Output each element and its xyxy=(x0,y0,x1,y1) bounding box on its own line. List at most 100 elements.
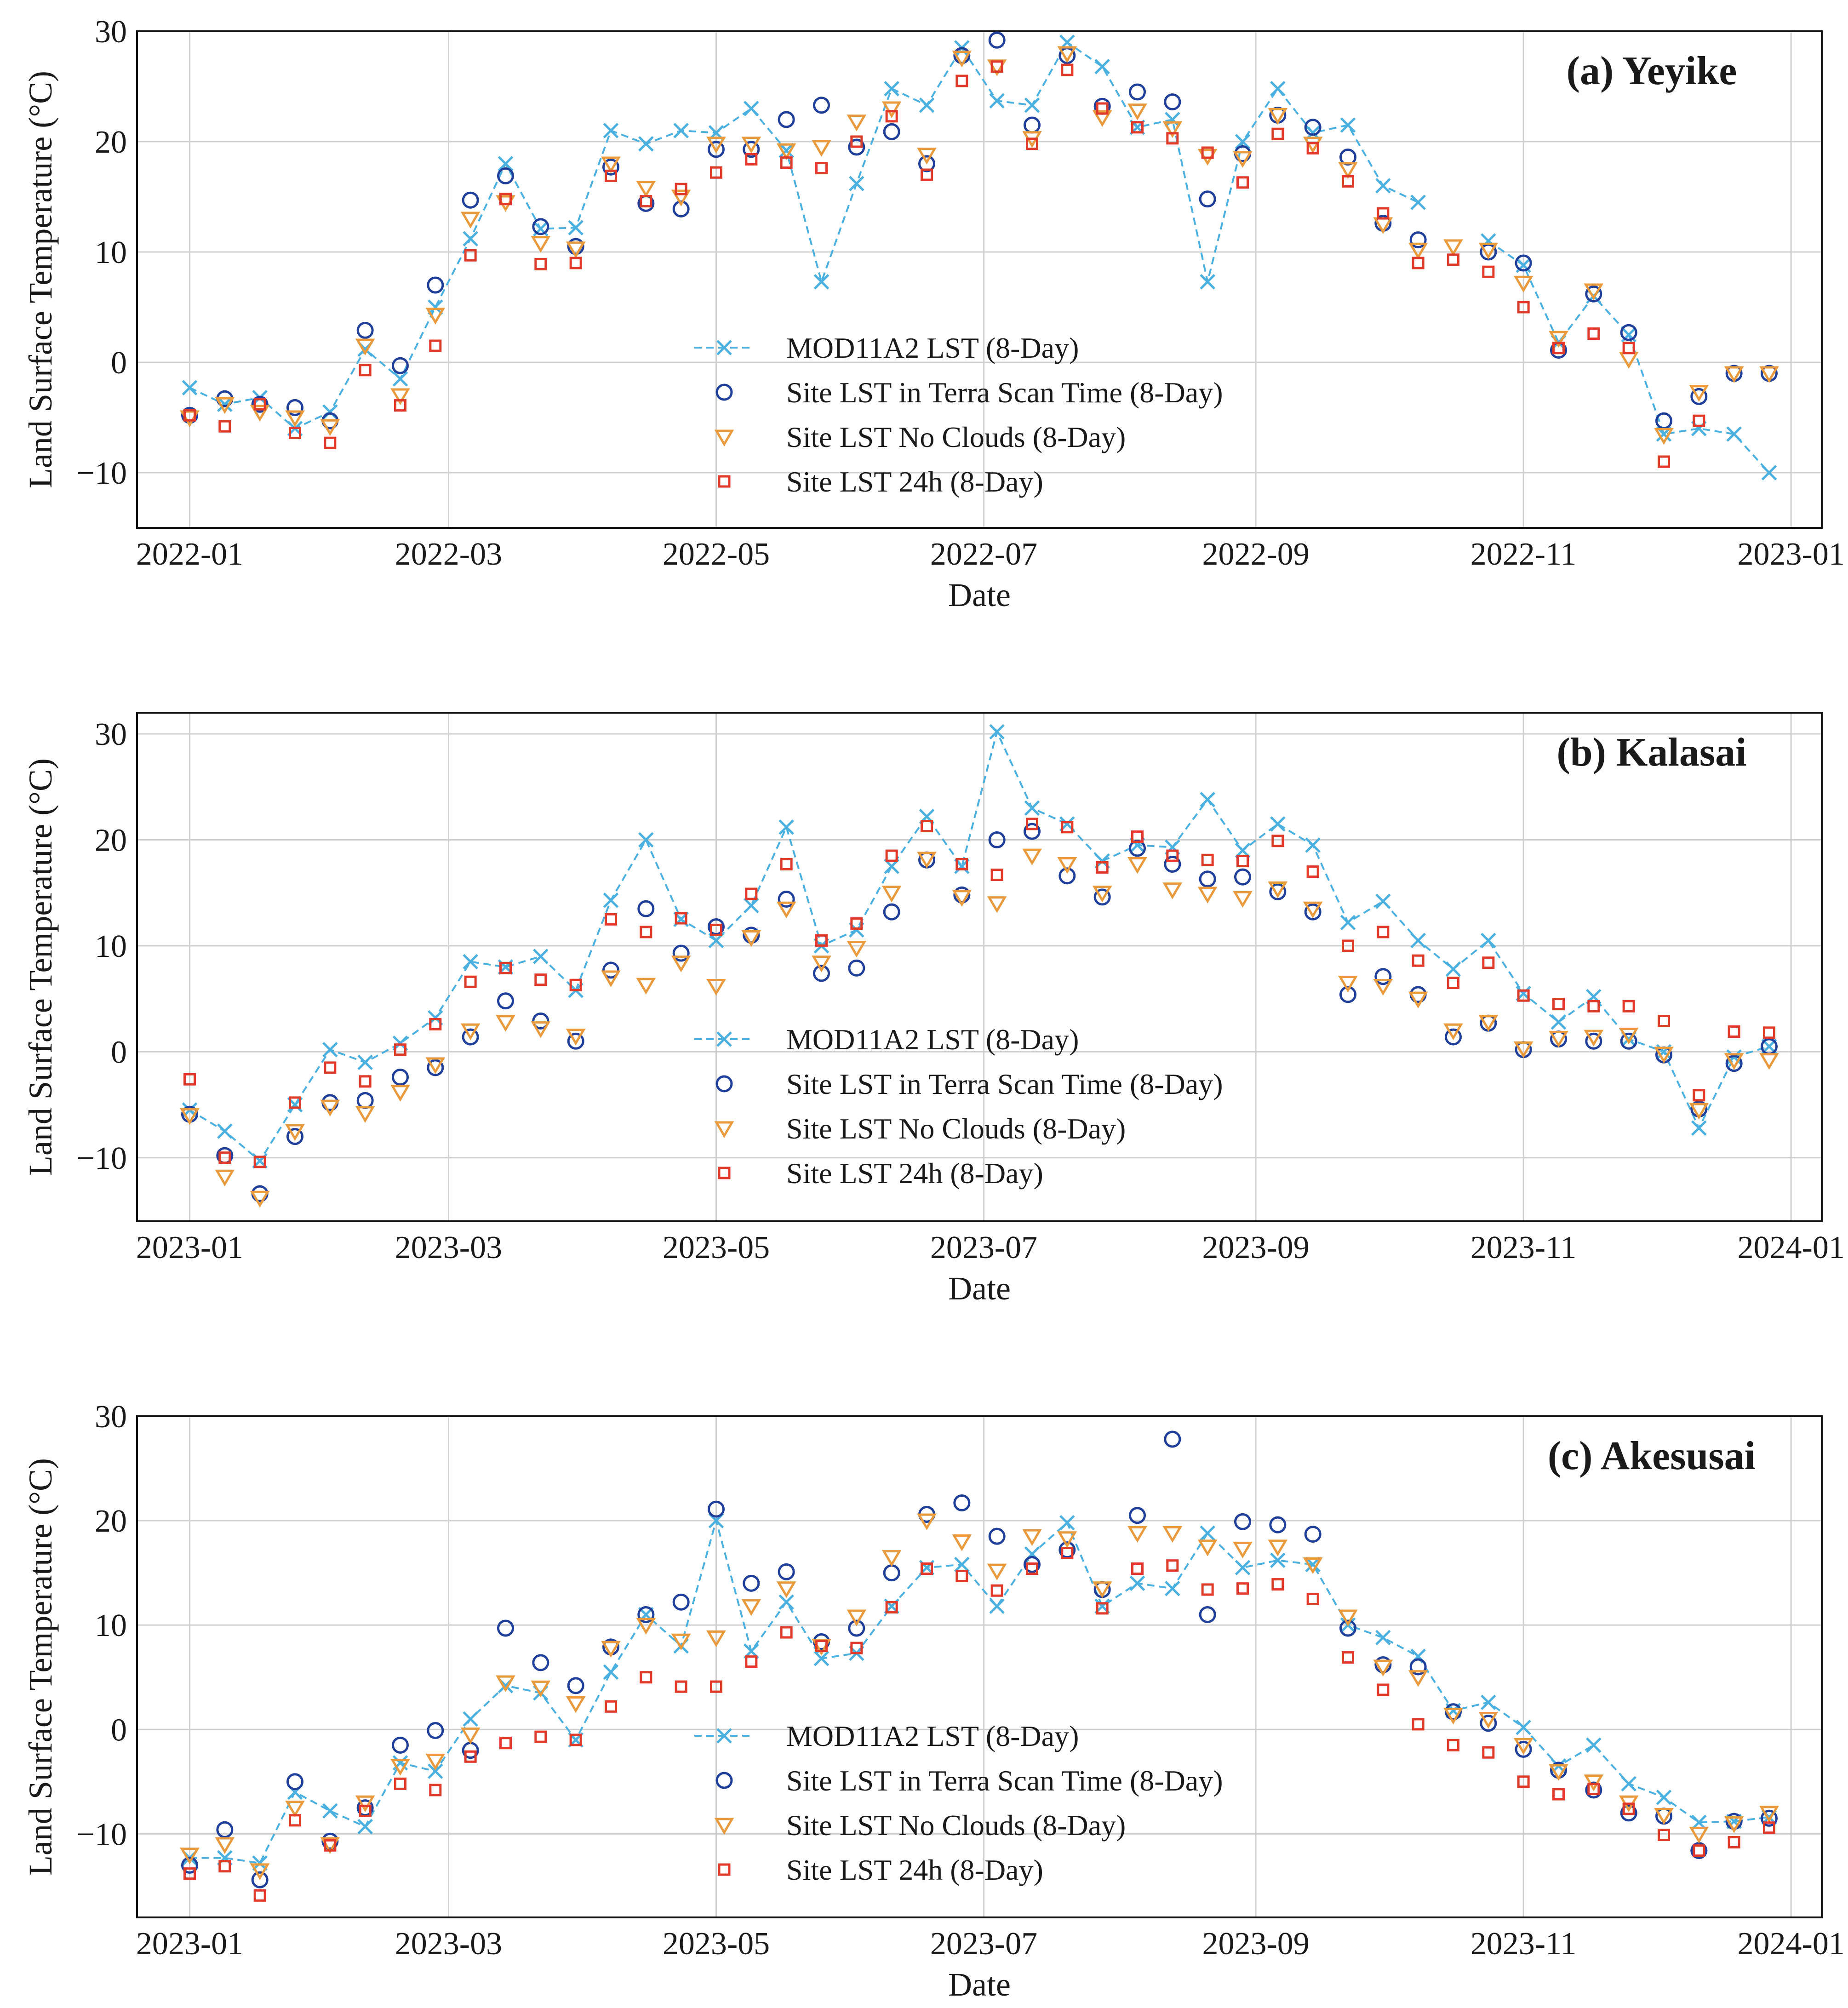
data-point xyxy=(815,934,828,947)
data-point xyxy=(289,1814,301,1827)
data-point xyxy=(1131,121,1144,134)
data-point xyxy=(1200,274,1215,290)
y-tick-label: 0 xyxy=(111,1712,127,1748)
data-point xyxy=(1409,986,1427,1003)
data-point xyxy=(1271,1578,1284,1591)
panel-title: (c) Akesusai xyxy=(1548,1434,1756,1478)
data-point xyxy=(745,887,758,900)
data-point xyxy=(1515,1740,1532,1758)
data-point xyxy=(320,1099,340,1117)
data-point xyxy=(460,212,481,229)
data-point xyxy=(1482,1746,1495,1759)
data-point xyxy=(1759,1806,1779,1823)
data-point xyxy=(1443,1023,1463,1041)
x-tick-label: 2023-01 xyxy=(1738,537,1845,572)
data-point xyxy=(1412,954,1425,967)
data-point xyxy=(708,1500,725,1518)
data-point xyxy=(850,917,863,930)
x-tick-label: 2022-07 xyxy=(930,537,1037,572)
y-axis-label: Land Surface Temperature (°C) xyxy=(22,758,59,1176)
data-point xyxy=(778,111,795,128)
data-point xyxy=(1268,1539,1288,1556)
data-point xyxy=(1619,352,1639,369)
data-point xyxy=(1584,1774,1604,1791)
data-point xyxy=(1303,901,1323,919)
legend-label: Site LST in Terra Scan Time (8-Day) xyxy=(786,1764,1223,1797)
data-point xyxy=(1164,855,1181,873)
data-point xyxy=(1024,823,1041,840)
legend-marker xyxy=(714,1818,734,1835)
data-point xyxy=(1199,190,1216,208)
data-point xyxy=(1658,1829,1670,1842)
data-point xyxy=(497,992,514,1010)
data-point xyxy=(1131,830,1144,843)
data-point xyxy=(532,218,549,235)
data-point xyxy=(990,1584,1003,1597)
data-point xyxy=(672,1593,690,1611)
data-point xyxy=(881,1550,902,1567)
data-point xyxy=(499,193,512,206)
data-point xyxy=(1763,1821,1775,1834)
data-point xyxy=(1200,792,1215,807)
data-point xyxy=(534,257,547,270)
data-point xyxy=(182,380,198,395)
data-point xyxy=(815,162,828,175)
data-point xyxy=(392,1736,409,1754)
data-point xyxy=(1236,176,1249,189)
x-tick-label: 2023-07 xyxy=(930,1926,1037,1962)
data-point xyxy=(1728,1025,1740,1038)
data-point xyxy=(672,200,690,217)
y-tick-label: 10 xyxy=(95,235,127,270)
data-point xyxy=(778,819,794,835)
data-point xyxy=(289,427,301,440)
data-point xyxy=(602,961,619,979)
data-point xyxy=(322,1803,338,1819)
data-point xyxy=(532,1654,549,1671)
data-point xyxy=(881,886,902,903)
data-point xyxy=(1271,835,1284,847)
data-point xyxy=(917,148,937,165)
data-point xyxy=(1129,1507,1146,1524)
data-point xyxy=(251,395,269,413)
data-point xyxy=(566,241,586,258)
data-point xyxy=(1234,1513,1251,1530)
data-point xyxy=(1761,465,1777,481)
data-point xyxy=(1057,46,1077,63)
data-point xyxy=(463,954,478,970)
data-point xyxy=(952,890,972,907)
data-point xyxy=(1478,242,1499,260)
data-point xyxy=(605,169,617,182)
data-point xyxy=(988,1527,1006,1545)
plot-frame xyxy=(136,1415,1823,1918)
data-point xyxy=(1445,961,1461,977)
data-point xyxy=(1412,257,1425,269)
data-point xyxy=(568,220,584,235)
x-tick-label: 2022-05 xyxy=(663,537,770,572)
legend-label: Site LST in Terra Scan Time (8-Day) xyxy=(786,376,1223,409)
data-point xyxy=(776,901,796,919)
data-point xyxy=(1127,1526,1147,1543)
data-point xyxy=(1517,301,1530,314)
data-point xyxy=(1094,59,1110,74)
data-point xyxy=(498,156,514,172)
data-point xyxy=(1270,1552,1286,1568)
legend-label: MOD11A2 LST (8-Day) xyxy=(786,332,1079,364)
chart-panel-1: 2022-01 2022-03 2022-05 2022-07 2022-09 2022-… xyxy=(22,14,1845,613)
data-point xyxy=(1373,978,1393,996)
data-point xyxy=(1270,81,1286,97)
data-point xyxy=(1408,991,1428,1009)
legend-marker xyxy=(716,1728,732,1744)
x-axis-label: Date xyxy=(948,1270,1011,1307)
x-tick-label: 2022-03 xyxy=(395,537,502,572)
x-tick-label: 2023-09 xyxy=(1202,1230,1309,1265)
y-tick-label: 0 xyxy=(111,1035,127,1070)
data-point xyxy=(1408,242,1428,260)
x-tick-label: 2023-07 xyxy=(930,1230,1037,1265)
data-point xyxy=(885,849,898,862)
data-point xyxy=(638,136,654,152)
data-point xyxy=(1620,324,1637,341)
data-point xyxy=(216,1821,234,1838)
data-point xyxy=(1621,1776,1636,1792)
